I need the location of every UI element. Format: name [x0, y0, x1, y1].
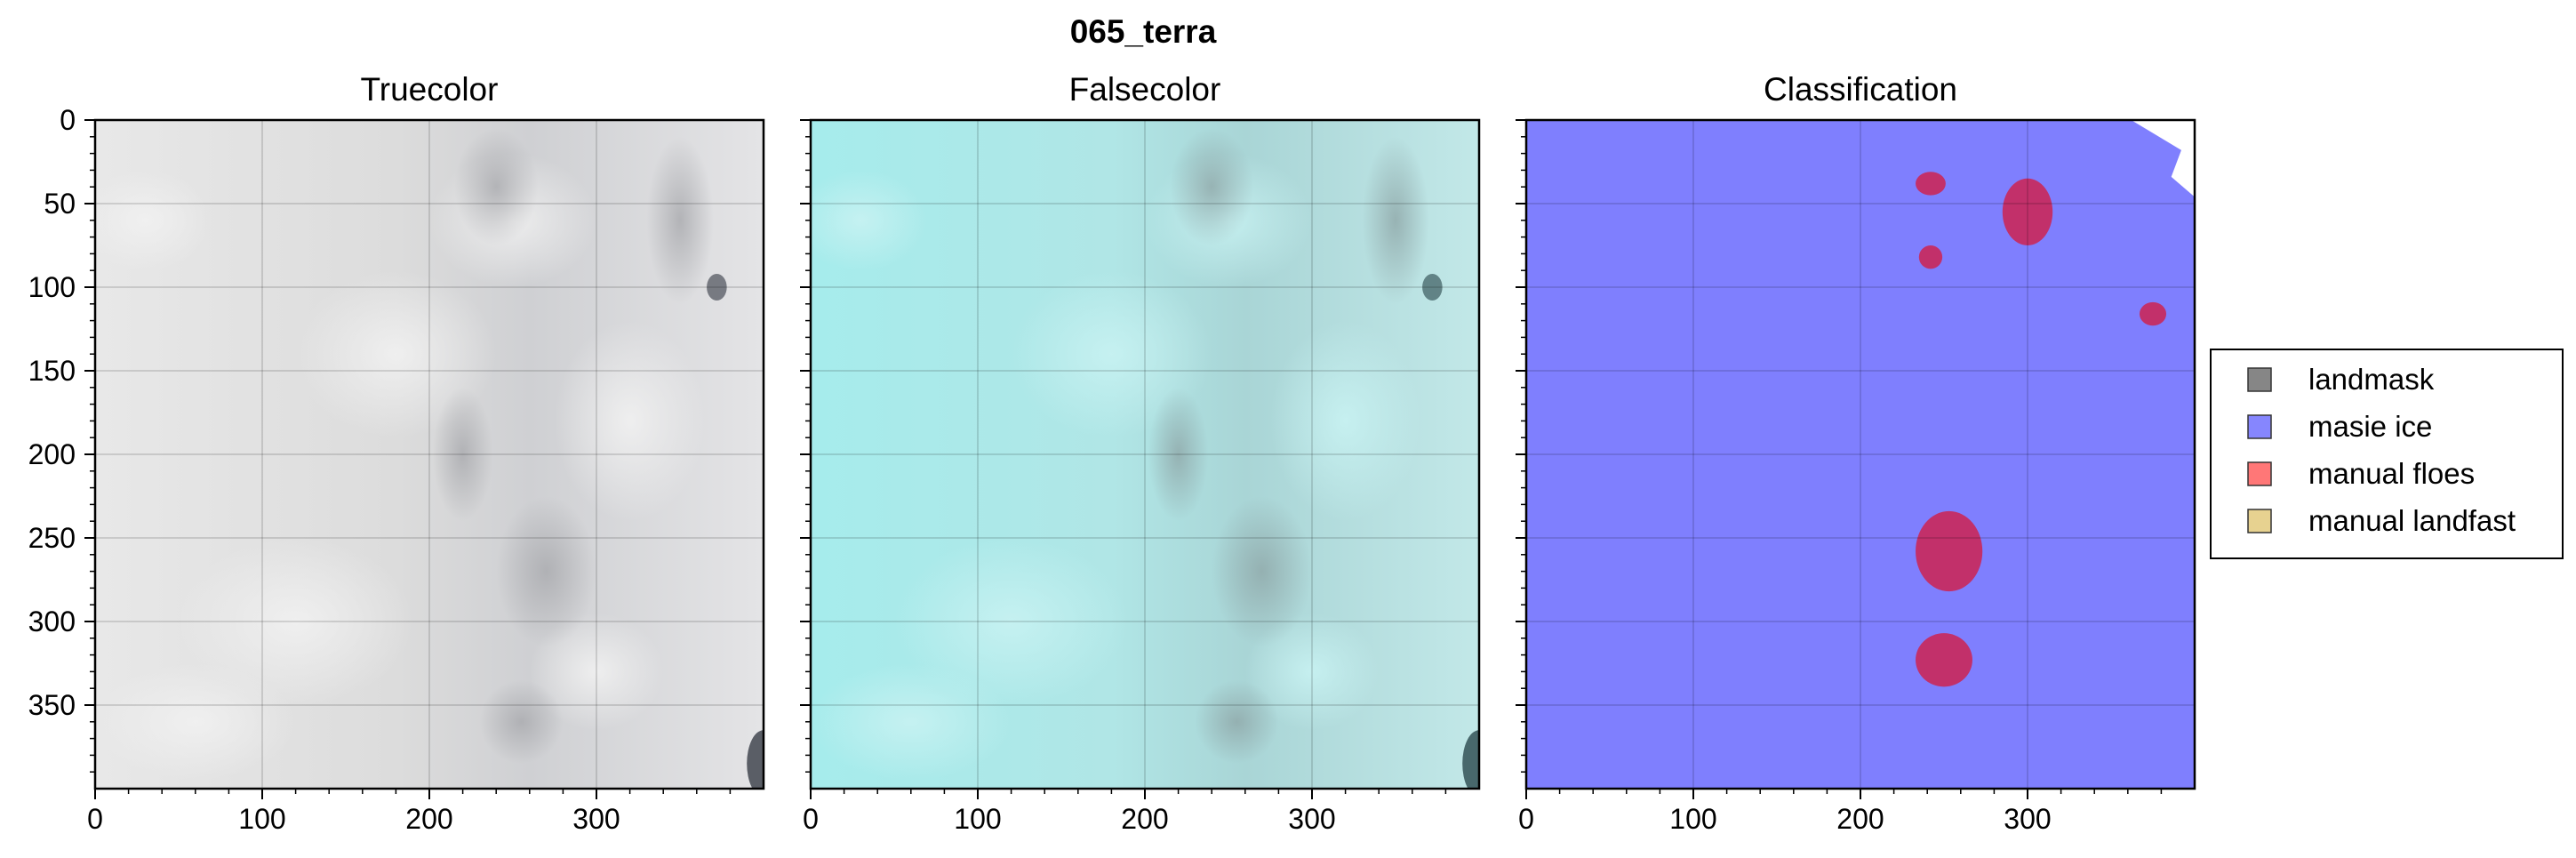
- x-tick-label: 0: [87, 803, 103, 835]
- classification-image: [1526, 120, 2195, 789]
- y-tick-label: 200: [28, 438, 76, 470]
- floe-polygon: [1918, 245, 1943, 269]
- floe-polygon: [1916, 172, 1946, 196]
- legend-label: manual landfast: [2308, 504, 2516, 537]
- x-tick-label: 300: [1288, 803, 1335, 835]
- cloud-texture: [529, 613, 664, 731]
- x-tick-label: 100: [238, 803, 285, 835]
- shadow-texture: [646, 136, 714, 304]
- panel-title: Classification: [1764, 71, 1957, 108]
- cloud-texture: [811, 170, 928, 271]
- panel-classification: 0 100 200 300 Classification: [1516, 71, 2196, 835]
- panel-truecolor: 0 100 200 300 0 50 100 150 200 250 300 350 Truecolor: [28, 71, 765, 835]
- y-tick-label: 100: [28, 271, 76, 303]
- floe-polygon: [1916, 510, 1983, 592]
- legend: landmask masie ice manual floes manual land…: [2210, 349, 2564, 559]
- shadow-texture: [1212, 496, 1312, 647]
- cloud-texture: [811, 663, 1012, 781]
- legend-label: masie ice: [2308, 410, 2432, 443]
- cloud-texture: [555, 320, 706, 522]
- truecolor-image: [95, 120, 764, 789]
- x-tick-label: 100: [954, 803, 1001, 835]
- panel-falsecolor: 0 100 200 300 Falsecolor: [800, 71, 1481, 835]
- floe-polygon: [2139, 301, 2167, 326]
- dark-corner-feature: [1462, 730, 1479, 789]
- cloud-texture: [95, 170, 212, 271]
- x-tick-label: 300: [572, 803, 620, 835]
- dark-corner-feature: [747, 730, 764, 789]
- shadow-texture: [1148, 387, 1209, 522]
- falsecolor-image: [811, 120, 1479, 789]
- dark-feature: [707, 273, 727, 301]
- panel-title: Truecolor: [361, 71, 499, 108]
- x-tick-label: 200: [1121, 803, 1168, 835]
- shadow-texture: [1362, 136, 1429, 304]
- panel-title: Falsecolor: [1069, 71, 1221, 108]
- y-tick-label: 300: [28, 605, 76, 637]
- x-tick-label: 300: [2004, 803, 2051, 835]
- cloud-texture: [1244, 613, 1380, 731]
- cloud-texture: [894, 538, 1129, 705]
- legend-label: manual floes: [2308, 457, 2475, 490]
- masie-ice-area: [1526, 120, 2195, 789]
- x-tick-label: 0: [803, 803, 819, 835]
- floe-polygon: [1916, 633, 1972, 687]
- legend-swatch: [2247, 414, 2272, 439]
- dark-feature: [1422, 273, 1443, 301]
- legend-swatch: [2247, 367, 2272, 392]
- legend-swatch: [2247, 461, 2272, 486]
- shadow-texture: [1170, 128, 1254, 245]
- cloud-texture: [179, 538, 413, 705]
- y-tick-label: 50: [44, 188, 76, 220]
- shadow-texture: [432, 387, 493, 522]
- shadow-texture: [454, 128, 539, 245]
- shadow-texture: [479, 679, 564, 764]
- shadow-texture: [496, 496, 596, 647]
- x-tick-label: 100: [1669, 803, 1716, 835]
- y-tick-label: 350: [28, 689, 76, 721]
- cloud-texture: [1011, 270, 1212, 438]
- y-tick-label: 150: [28, 355, 76, 387]
- legend-swatch: [2247, 509, 2272, 533]
- shadow-texture: [1195, 679, 1279, 764]
- floe-polygon: [2002, 178, 2053, 245]
- x-tick-label: 200: [1836, 803, 1884, 835]
- blank-region: [2131, 120, 2195, 197]
- cloud-texture: [295, 270, 497, 438]
- cloud-texture: [95, 663, 296, 781]
- x-tick-label: 200: [405, 803, 452, 835]
- cloud-texture: [1270, 320, 1421, 522]
- figure-suptitle: 065_terra: [1070, 13, 1217, 50]
- x-tick-label: 0: [1518, 803, 1534, 835]
- y-tick-label: 250: [28, 522, 76, 554]
- y-tick-label: 0: [60, 104, 76, 136]
- legend-label: landmask: [2308, 363, 2435, 396]
